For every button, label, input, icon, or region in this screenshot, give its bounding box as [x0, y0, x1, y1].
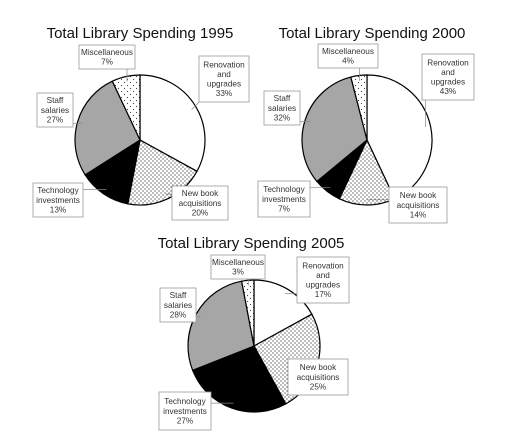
category-label-line: acquisitions [397, 201, 440, 210]
label-staff-salaries: Staff salaries 32% [268, 94, 296, 122]
percent-value: 32% [274, 113, 290, 122]
callout-labels: Renovation and upgrades 17% New book acquisit… [158, 254, 350, 431]
chart-title: Total Library Spending 1995 [47, 25, 234, 42]
label-new-books: New book acquisitions 14% [397, 191, 440, 219]
category-label-line: and [217, 70, 231, 79]
category-label-line: Staff [47, 96, 64, 105]
slice-miscellaneous [350, 74, 368, 141]
percent-value: 7% [101, 58, 113, 67]
label-technology: Technology investments 13% [36, 186, 80, 214]
slice-miscellaneous [240, 279, 255, 347]
category-label-line: Renovation [302, 261, 344, 270]
category-label-line: and [316, 271, 330, 280]
category-label-line: New book [300, 363, 337, 372]
category-label-line: acquisitions [179, 199, 222, 208]
callout-box [296, 256, 350, 304]
percent-value: 28% [170, 310, 186, 319]
callout-box [198, 55, 250, 103]
label-staff-salaries: Staff salaries 27% [41, 96, 69, 124]
percent-value: 20% [192, 208, 208, 217]
percent-value: 14% [410, 210, 426, 219]
label-renovation: Renovation and upgrades 43% [427, 58, 469, 96]
callout-box [317, 43, 379, 69]
percent-value: 27% [177, 416, 193, 425]
chart-title: Total Library Spending 2000 [279, 25, 466, 42]
label-renovation: Renovation and upgrades 33% [203, 60, 245, 98]
callout-box [32, 182, 84, 218]
label-new-books: New book acquisitions 25% [297, 363, 340, 391]
slice-staff-salaries [74, 80, 141, 176]
category-label-line: investments [262, 195, 306, 204]
category-label-line: Renovation [427, 58, 469, 67]
category-label-line: upgrades [306, 281, 340, 290]
chart-title: Total Library Spending 2005 [158, 235, 345, 252]
label-new-books: New book acquisitions 20% [179, 189, 222, 217]
pie-slices [301, 74, 433, 206]
percent-value: 25% [310, 382, 326, 391]
pie-slices [187, 279, 321, 413]
category-label-line: upgrades [207, 80, 241, 89]
leader-line [191, 101, 200, 110]
percent-value: 33% [216, 89, 232, 98]
percent-value: 43% [440, 87, 456, 96]
label-miscellaneous: Miscellaneous 4% [322, 47, 374, 66]
pie-chart-2005: Total Library Spending 2005 Renovation an… [158, 235, 350, 431]
label-miscellaneous: Miscellaneous 7% [81, 48, 133, 67]
slice-technology [191, 345, 287, 413]
label-renovation: Renovation and upgrades 17% [302, 261, 344, 299]
percent-value: 3% [232, 268, 244, 277]
label-technology: Technology investments 27% [163, 397, 207, 425]
category-label-line: Technology [164, 397, 206, 406]
category-label-line: acquisitions [297, 373, 340, 382]
pie-chart-1995: Total Library Spending 1995 Renovation an… [32, 25, 250, 221]
percent-value: 13% [50, 205, 66, 214]
leader-lines [73, 69, 200, 195]
category-label-line: New book [182, 189, 219, 198]
category-label-line: Technology [263, 185, 305, 194]
callout-box [159, 287, 197, 323]
category-label-line: investments [36, 196, 80, 205]
callout-box [36, 92, 74, 128]
callout-box [257, 180, 311, 218]
category-label-line: salaries [268, 104, 296, 113]
category-label-line: Staff [170, 291, 187, 300]
category-label-line: and [441, 68, 455, 77]
callout-box [388, 186, 448, 224]
category-label-line: Technology [37, 186, 79, 195]
callout-box [263, 90, 301, 126]
callout-box [421, 53, 475, 101]
percent-value: 17% [315, 290, 331, 299]
category-label-line: Renovation [203, 60, 245, 69]
category-label-line: Miscellaneous [322, 47, 374, 56]
category-label-line: New book [400, 191, 437, 200]
label-technology: Technology investments 7% [262, 185, 306, 213]
label-staff-salaries: Staff salaries 28% [164, 291, 192, 319]
slice-staff-salaries [301, 76, 368, 183]
pie-slices [74, 74, 206, 206]
slice-renovation [139, 74, 206, 173]
percent-value: 7% [278, 204, 290, 213]
leader-lines [196, 279, 297, 404]
label-miscellaneous: Miscellaneous 3% [212, 258, 264, 277]
callout-box [171, 185, 229, 221]
category-label-line: investments [163, 407, 207, 416]
category-label-line: salaries [164, 301, 192, 310]
callout-box [158, 391, 212, 431]
callout-labels: Renovation and upgrades 43% New book acquisit… [257, 43, 475, 224]
slice-miscellaneous [111, 74, 141, 141]
callout-box [78, 44, 136, 70]
pie-chart-2000: Total Library Spending 2000 Renovation an… [257, 25, 475, 224]
callout-box [287, 358, 349, 396]
category-label-line: Miscellaneous [212, 258, 264, 267]
category-label-line: upgrades [431, 78, 465, 87]
callout-labels: Renovation and upgrades 33% New book acquisit… [32, 44, 250, 221]
callout-box [210, 254, 266, 280]
category-label-line: Staff [274, 94, 291, 103]
percent-value: 4% [342, 57, 354, 66]
category-label-line: salaries [41, 106, 69, 115]
percent-value: 27% [47, 115, 63, 124]
leader-lines [300, 68, 426, 201]
category-label-line: Miscellaneous [81, 48, 133, 57]
